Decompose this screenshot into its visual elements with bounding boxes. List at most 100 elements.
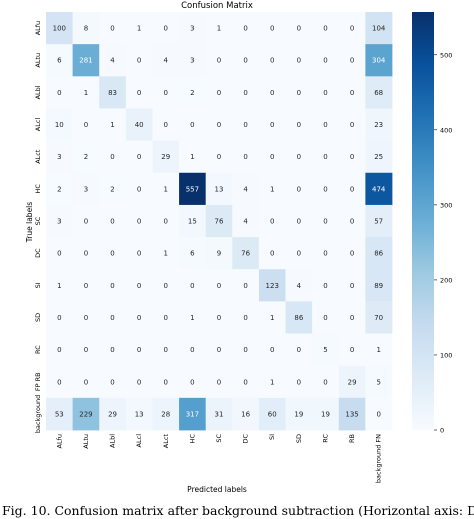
- cell-value-label: 474: [372, 185, 386, 193]
- cell-value-label: 19: [294, 410, 303, 418]
- heatmap-cell: [205, 333, 233, 367]
- cell-value-label: 0: [137, 153, 141, 161]
- heatmap-cell: [312, 204, 340, 238]
- cell-value-label: 557: [186, 185, 199, 193]
- heatmap-cell: [99, 76, 127, 109]
- heatmap-cell: [365, 172, 393, 206]
- heatmap-cell: [125, 204, 153, 238]
- cell-value-label: 1: [164, 250, 168, 258]
- heatmap-cell: [338, 172, 366, 206]
- heatmap-cell: [46, 397, 74, 431]
- cell-value-label: 0: [137, 282, 141, 290]
- heatmap-cell: [205, 365, 233, 399]
- cell-value-label: 0: [323, 153, 327, 161]
- heatmap-cell: [179, 365, 207, 399]
- heatmap-cell: [258, 44, 286, 77]
- heatmap-cell: [99, 12, 127, 45]
- cell-value-label: 0: [217, 346, 221, 354]
- cell-value-label: 3: [190, 57, 194, 65]
- cell-value-label: 4: [164, 57, 169, 65]
- x-tick-label: ALbl: [109, 434, 117, 448]
- heatmap-cell: [365, 397, 393, 431]
- cell-value-label: 13: [135, 410, 144, 418]
- heatmap-cell: [232, 301, 260, 334]
- cell-value-label: 0: [84, 121, 88, 129]
- heatmap-cell: [285, 397, 313, 431]
- heatmap-cell: [205, 172, 233, 206]
- heatmap-cell: [179, 301, 207, 334]
- heatmap-cell: [205, 12, 233, 45]
- cell-value-label: 0: [323, 314, 327, 322]
- heatmap-cell: [365, 76, 393, 109]
- cell-value-label: 0: [297, 25, 301, 33]
- cell-value-label: 0: [350, 57, 354, 65]
- heatmap-cell: [205, 140, 233, 174]
- cell-value-label: 0: [110, 346, 114, 354]
- heatmap-cell: [72, 44, 100, 77]
- cell-value-label: 0: [270, 25, 274, 33]
- cell-value-label: 0: [164, 121, 168, 129]
- heatmap-cell: [125, 333, 153, 367]
- heatmap-cell: [46, 365, 74, 399]
- cell-value-label: 0: [350, 25, 354, 33]
- heatmap-cell: [152, 333, 180, 367]
- x-tick-label: DC: [242, 434, 250, 444]
- heatmap-cell: [338, 397, 366, 431]
- heatmap-cell: [125, 397, 153, 431]
- heatmap-cell: [179, 140, 207, 174]
- heatmap-cell: [152, 269, 180, 302]
- heatmap-cell: [205, 44, 233, 77]
- cell-value-label: 60: [268, 410, 277, 418]
- heatmap-cell: [258, 269, 286, 302]
- heatmap-cell: [285, 76, 313, 109]
- heatmap-cell: [125, 269, 153, 302]
- heatmap-cell: [72, 397, 100, 431]
- cell-value-label: 4: [297, 282, 302, 290]
- heatmap-cell: [285, 140, 313, 174]
- cell-value-label: 0: [350, 314, 354, 322]
- heatmap-cell: [125, 140, 153, 174]
- heatmap-cell: [152, 397, 180, 431]
- heatmap-cell: [205, 204, 233, 238]
- cell-value-label: 0: [323, 218, 327, 226]
- heatmap-cell: [205, 269, 233, 302]
- cell-value-label: 0: [297, 89, 301, 97]
- cell-value-label: 0: [137, 218, 141, 226]
- heatmap-cell: [179, 397, 207, 431]
- heatmap-cell: [46, 204, 74, 238]
- heatmap-cell: [179, 108, 207, 142]
- heatmap-cell: [258, 365, 286, 399]
- cell-value-label: 0: [350, 250, 354, 258]
- cell-value-label: 1: [270, 378, 274, 386]
- cell-value-label: 2: [57, 185, 61, 193]
- cell-value-label: 0: [164, 89, 168, 97]
- heatmap-cell: [312, 365, 340, 399]
- cell-value-label: 0: [297, 57, 301, 65]
- cell-value-label: 0: [243, 57, 247, 65]
- cell-value-label: 0: [350, 282, 354, 290]
- x-tick-label: RC: [321, 434, 329, 443]
- cell-value-label: 0: [164, 218, 168, 226]
- chart-title: Confusion Matrix: [181, 1, 253, 11]
- cell-value-label: 3: [57, 218, 61, 226]
- cell-value-label: 0: [110, 25, 114, 33]
- heatmap-cell: [205, 397, 233, 431]
- heatmap-cell: [338, 301, 366, 334]
- y-tick-label: SC: [34, 216, 42, 225]
- cell-value-label: 0: [243, 282, 247, 290]
- heatmap-cell: [72, 204, 100, 238]
- heatmap-cell: [365, 12, 393, 45]
- y-tick-label: SD: [34, 313, 42, 322]
- x-tick-label: SD: [295, 434, 303, 443]
- heatmap-cell: [179, 172, 207, 206]
- heatmap-cell: [312, 76, 340, 109]
- heatmap-cell: [312, 333, 340, 367]
- cell-value-label: 0: [350, 121, 354, 129]
- cell-value-label: 104: [372, 25, 386, 33]
- cell-value-label: 0: [297, 346, 301, 354]
- heatmap-cell: [365, 204, 393, 238]
- colorbar-ticks: 0 100 200 300 400 500: [434, 51, 452, 435]
- heatmap-cell: [99, 237, 127, 270]
- cell-value-label: 0: [297, 153, 301, 161]
- cell-value-label: 317: [186, 410, 199, 418]
